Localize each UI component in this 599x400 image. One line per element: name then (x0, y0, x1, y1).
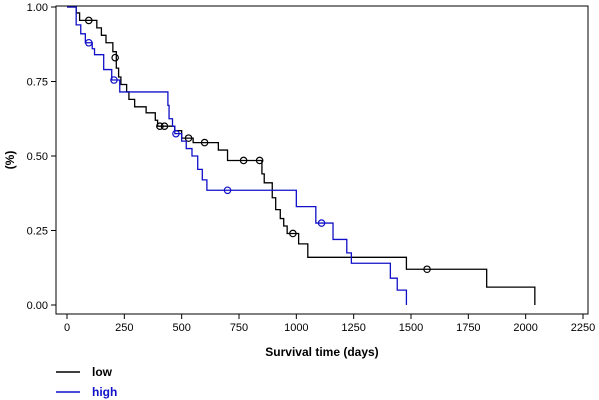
censor-mark-low (239, 156, 248, 165)
y-tick-label: 1.00 (27, 2, 48, 14)
axes: 0 250 500 750 1000 1250 1500 1750 2000 2250 0.00 0.… (27, 2, 596, 334)
series-layer (67, 6, 536, 305)
censor-mark-high (84, 38, 93, 47)
censor-mark-low (160, 122, 169, 131)
censor-mark-high (223, 186, 232, 195)
legend-label-high: high (92, 385, 117, 399)
x-tick-label: 1000 (284, 322, 308, 334)
x-tick-label: 0 (64, 322, 70, 334)
x-tick-label: 1750 (456, 322, 480, 334)
y-tick-label: 0.75 (27, 77, 48, 89)
censor-mark-low (156, 122, 164, 131)
censor-mark-low (255, 156, 264, 165)
x-tick-label: 500 (172, 322, 190, 334)
x-tick-label: 1500 (399, 322, 423, 334)
x-tick-label: 2000 (513, 322, 537, 334)
y-axis-title: (%) (3, 151, 17, 170)
censor-mark-low (423, 265, 431, 274)
legend-label-low: low (92, 365, 113, 379)
survival-curve-low (67, 6, 536, 305)
censor-mark-low (289, 229, 297, 238)
censor-mark-high (317, 219, 326, 227)
legend: low high (56, 365, 117, 399)
censor-mark-low (184, 134, 193, 142)
x-tick-label: 2250 (571, 322, 595, 334)
censor-mark-low (200, 138, 209, 147)
censor-mark-high (110, 76, 118, 84)
censor-mark-low (111, 53, 119, 62)
survival-curve-high (67, 6, 408, 305)
x-tick-label: 250 (115, 322, 133, 334)
censor-mark-high (172, 129, 180, 138)
series-low (67, 6, 536, 305)
y-tick-label: 0.50 (27, 151, 48, 163)
y-tick-label: 0.25 (27, 226, 48, 238)
censor-mark-low (84, 16, 93, 25)
x-tick-label: 750 (230, 322, 248, 334)
series-high (67, 6, 408, 305)
y-tick-label: 0.00 (27, 300, 48, 312)
x-axis-title: Survival time (days) (265, 345, 378, 359)
x-tick-label: 1250 (341, 322, 365, 334)
plot-frame (55, 5, 589, 315)
